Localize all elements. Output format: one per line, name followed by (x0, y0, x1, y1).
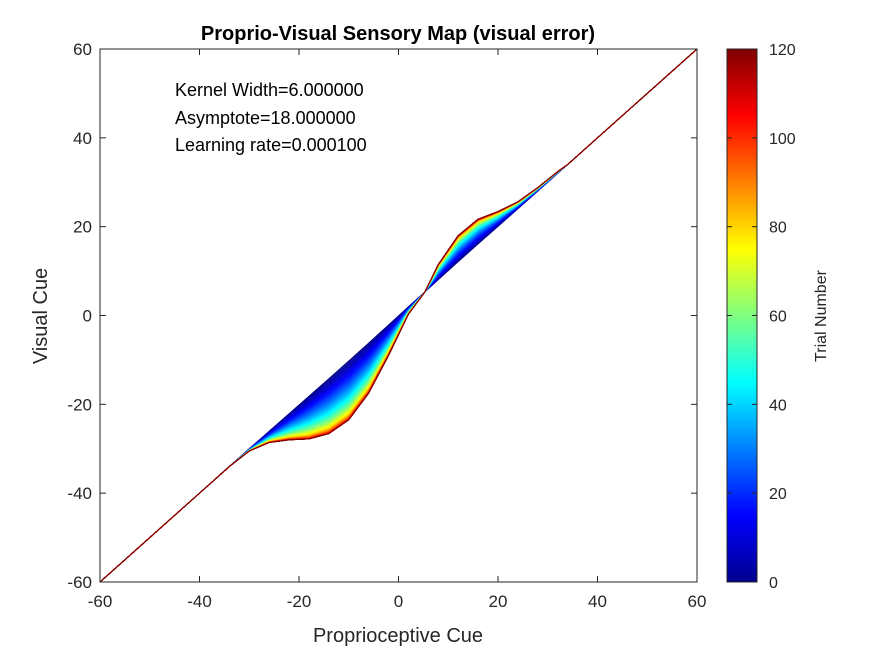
trial-curve-120 (100, 49, 697, 582)
y-tick-label: -60 (67, 573, 92, 592)
colorbar-tick-label: 60 (769, 309, 787, 326)
y-tick-label: 0 (83, 307, 92, 326)
colorbar-tick-label: 40 (769, 397, 787, 414)
x-axis-ticks: -60 -40 -20 0 20 40 60 (88, 49, 707, 611)
y-tick-label: 40 (73, 129, 92, 148)
x-axis-label: Proprioceptive Cue (313, 625, 483, 647)
y-tick-label: -40 (67, 484, 92, 503)
y-tick-label: 20 (73, 218, 92, 237)
x-tick-label: 60 (688, 592, 707, 611)
x-tick-label: -40 (187, 592, 212, 611)
y-axis-label: Visual Cue (30, 268, 52, 364)
colorbar-ticks: 0 20 40 60 80 100 120 (727, 42, 796, 592)
y-tick-label: -20 (67, 395, 92, 414)
colorbar-tick-label: 0 (769, 575, 778, 592)
annotation-learning-rate: Learning rate=0.000100 (175, 135, 367, 155)
colorbar-tick-label: 120 (769, 42, 796, 59)
annotation-kernel-width: Kernel Width=6.000000 (175, 80, 364, 100)
annotation-asymptote: Asymptote=18.000000 (175, 108, 356, 128)
x-tick-label: -20 (287, 592, 312, 611)
y-tick-label: 60 (73, 40, 92, 59)
colorbar-tick-label: 20 (769, 486, 787, 503)
y-axis-ticks: -60 -40 -20 0 20 40 60 (67, 40, 697, 592)
x-tick-label: 0 (394, 592, 403, 611)
x-tick-label: 20 (489, 592, 508, 611)
colorbar-label: Trial Number (813, 269, 830, 362)
x-tick-label: -60 (88, 592, 113, 611)
trial-curves (100, 49, 697, 582)
colorbar-tick-label: 100 (769, 131, 796, 148)
colorbar-tick-label: 80 (769, 220, 787, 237)
x-tick-label: 40 (588, 592, 607, 611)
chart-title: Proprio-Visual Sensory Map (visual error… (201, 23, 595, 45)
